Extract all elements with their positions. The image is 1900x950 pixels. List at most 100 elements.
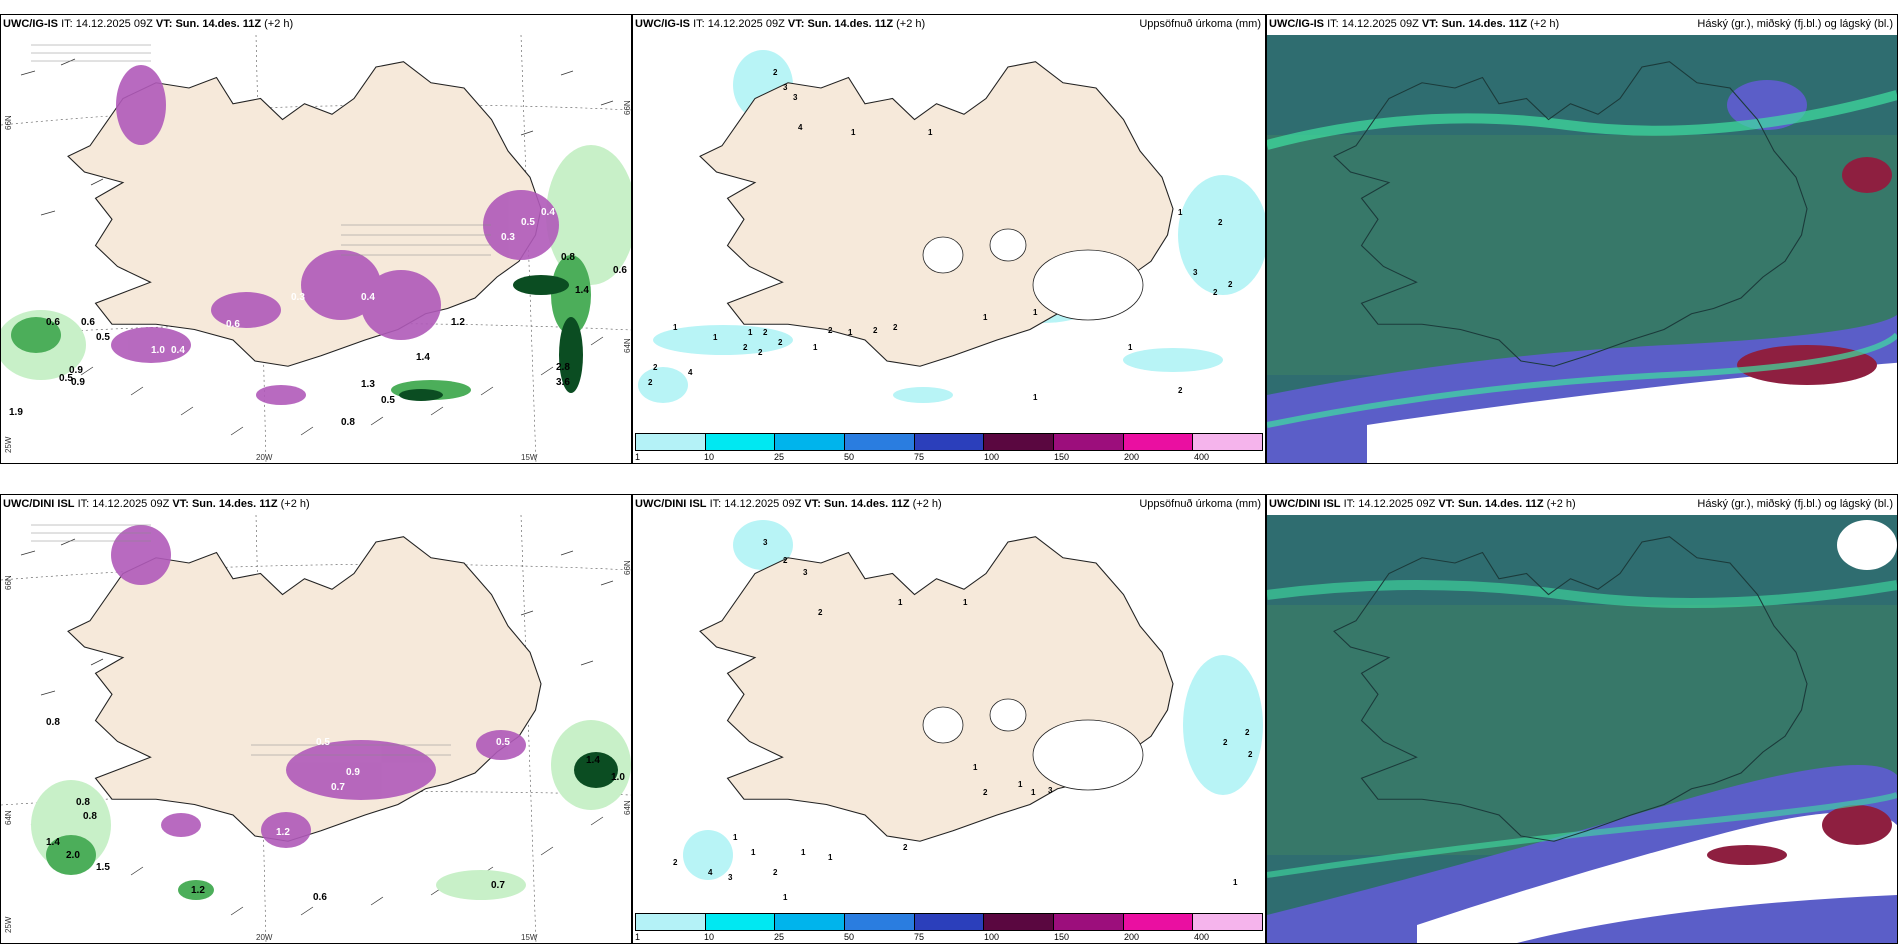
iceland-land [699,536,1174,842]
accum-value: 2 [1213,288,1218,297]
it-value: 14.12.2025 09Z [1358,498,1436,510]
precip-value: 2.8 [556,362,570,373]
accum-title: Uppsöfnuð úrkoma (mm) [1139,18,1261,30]
precip-wind-panel-igis: UWC/IG-IS IT: 14.12.2025 09Z VT: Sun. 14… [0,14,632,464]
precip-value: 0.5 [59,373,73,384]
precip-value: 0.4 [361,292,375,303]
accum-value: 1 [1031,788,1036,797]
it-value: 14.12.2025 09Z [75,18,153,30]
accum-value: 2 [778,338,783,347]
precip-value: 0.3 [501,232,515,243]
vt-value: Sun. 14.des. 11Z [1457,498,1544,510]
accum-value: 1 [928,128,933,137]
accum-value: 3 [763,538,768,547]
lat-label: 64N [623,800,632,815]
accum-value: 2 [1218,218,1223,227]
hatch-areas [31,44,491,256]
accum-legend [635,433,1263,451]
legend-swatch [1193,914,1263,930]
legend-swatch [636,914,706,930]
precip-value: 0.5 [381,395,395,406]
precip-value: 0.5 [496,737,510,748]
accum-value: 1 [1128,343,1133,352]
legend-tick: 10 [704,452,715,462]
precip-value: 0.5 [96,332,110,343]
lead-time: (+2 h) [896,18,926,30]
lon-label: 25W [4,436,13,453]
legend-swatch [845,434,915,450]
it-label: IT: [1343,498,1356,510]
accum-value: 2 [1228,280,1233,289]
precip-value: 0.6 [81,317,95,328]
accum-value: 2 [773,68,778,77]
precip-value: 1.0 [611,772,625,783]
accum-value: 2 [763,328,768,337]
accum-value: 1 [828,853,833,862]
lon-label: 15W [521,933,538,942]
legend-swatch [1123,914,1194,930]
it-value: 14.12.2025 09Z [724,498,802,510]
accum-value: 1 [713,333,718,342]
accum-value: 4 [708,868,713,877]
legend-swatch [775,914,846,930]
accum-value: 1 [748,328,753,337]
model-name: UWC/DINI ISL [635,498,707,510]
accum-value: 3 [803,568,808,577]
vt-label: VT: [1438,498,1455,510]
it-label: IT: [61,18,73,30]
accum-value: 1 [813,343,818,352]
accum-value: 1 [851,128,856,137]
precip-map: 0.6 0.6 0.5 0.9 0.9 0.5 1.9 1.0 0.4 0.3 … [1,34,631,463]
lead-time: (+2 h) [1530,18,1560,30]
cloud-panel-dini: UWC/DINI ISL IT: 14.12.2025 09Z VT: Sun.… [1266,494,1898,944]
vt-value: Sun. 14.des. 11Z [807,18,894,30]
accum-value: 3 [728,873,733,882]
accum-value: 1 [801,848,806,857]
it-value: 14.12.2025 09Z [1341,18,1419,30]
accum-value: 3 [793,93,798,102]
precip-value: 1.9 [9,407,23,418]
iceland-land [699,61,1174,367]
accum-value: 2 [783,556,788,565]
precip-value: 0.8 [83,811,97,822]
lat-label: 64N [4,810,13,825]
panel-header: UWC/DINI ISL IT: 14.12.2025 09Z VT: Sun.… [3,498,310,510]
legend-tick: 25 [774,452,785,462]
cloud-map [1267,35,1897,463]
accum-value: 1 [673,323,678,332]
lat-label: 66N [623,560,632,575]
accum-precip-panel-dini: UWC/DINI ISL IT: 14.12.2025 09Z VT: Sun.… [632,494,1266,944]
precip-value: 1.4 [46,837,60,848]
accum-value: 1 [1033,308,1038,317]
it-label: IT: [709,498,722,510]
accum-value: 2 [673,858,678,867]
precip-value: 0.9 [71,377,85,388]
lakes [922,228,1144,321]
legend-tick: 100 [984,452,1000,462]
accum-map: 3 2 3 2 2 1 1 1 1 2 1 1 1 4 3 1 1 2 2 1 … [673,520,1263,902]
vt-label: VT: [155,18,173,30]
legend-swatch [984,434,1055,450]
accum-value: 2 [1245,728,1250,737]
accum-value: 1 [963,598,968,607]
legend-swatch [914,434,985,450]
accum-value: 2 [893,323,898,332]
legend-tick: 75 [914,452,925,462]
accum-value: 2 [743,343,748,352]
precip-value: 1.5 [96,862,110,873]
precip-value: 3.6 [556,377,570,388]
lead-time: (+2 h) [264,18,294,30]
model-name: UWC/IG-IS [3,18,58,30]
legend-tick: 75 [914,932,925,942]
precip-value: 1.2 [451,317,465,328]
precip-value: 0.8 [76,797,90,808]
lon-label: 20W [256,453,273,462]
vt-label: VT: [1421,18,1439,30]
precip-value: 0.8 [341,417,355,428]
precip-value: 0.5 [316,737,330,748]
precip-value: 1.2 [191,885,205,896]
accum-value: 1 [1178,208,1183,217]
precip-value: 0.7 [331,782,345,793]
legend-swatch [1054,914,1124,930]
precip-value: 0.6 [313,892,327,903]
